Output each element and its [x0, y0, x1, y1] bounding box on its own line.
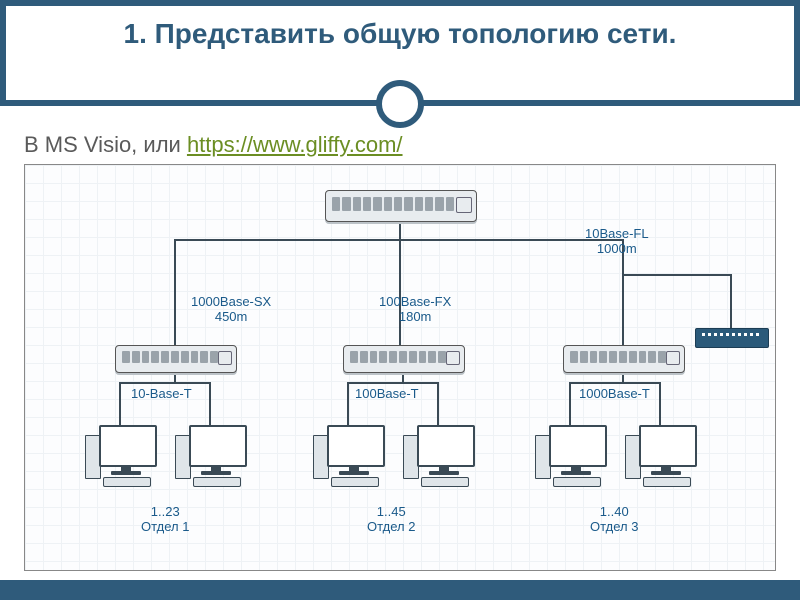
pc-icon — [535, 425, 605, 487]
media-converter-icon — [695, 328, 769, 348]
dept-label: 1..40Отдел 3 — [590, 505, 638, 535]
dept-label: 1..45Отдел 2 — [367, 505, 415, 535]
switch-right-icon — [563, 345, 685, 373]
core-switch-icon — [325, 190, 477, 222]
dept-label: 1..23Отдел 1 — [141, 505, 189, 535]
footer-band — [0, 580, 800, 600]
pc-icon — [403, 425, 473, 487]
link-label: 100Base-FX180m — [379, 295, 451, 325]
intro-prefix: В MS Visio, или — [24, 132, 187, 157]
switch-left-icon — [115, 345, 237, 373]
intro-text: В MS Visio, или https://www.gliffy.com/ — [24, 132, 776, 158]
pc-icon — [625, 425, 695, 487]
pc-icon — [313, 425, 383, 487]
link-label: 1000Base-SX450m — [191, 295, 271, 325]
switch-mid-icon — [343, 345, 465, 373]
title-bar: 1. Представить общую топологию сети. — [0, 0, 800, 106]
link-label: 10Base-FL1000m — [585, 227, 649, 257]
link-label: 1000Base-T — [579, 387, 650, 402]
pc-icon — [85, 425, 155, 487]
page-title: 1. Представить общую топологию сети. — [6, 6, 794, 50]
slide: 1. Представить общую топологию сети. В M… — [0, 0, 800, 600]
gliffy-link[interactable]: https://www.gliffy.com/ — [187, 132, 403, 157]
network-diagram: 1000Base-SX450m 100Base-FX180m 10Base-FL… — [24, 164, 776, 571]
pc-icon — [175, 425, 245, 487]
title-circle-icon — [376, 80, 424, 128]
content-area: В MS Visio, или https://www.gliffy.com/ — [0, 110, 800, 600]
link-label: 10-Base-T — [131, 387, 192, 402]
link-label: 100Base-T — [355, 387, 419, 402]
